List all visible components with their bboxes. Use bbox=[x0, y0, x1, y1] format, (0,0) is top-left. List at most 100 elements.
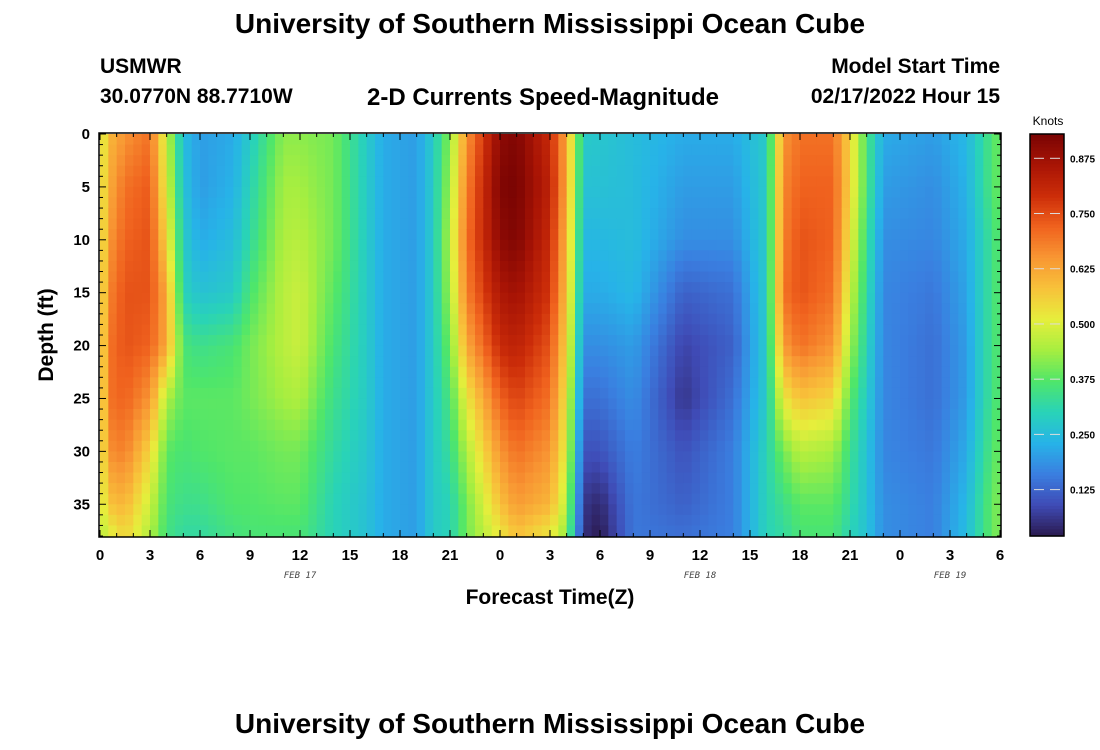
heatmap-cell bbox=[858, 218, 868, 230]
heatmap-cell bbox=[608, 208, 618, 220]
heatmap-cell bbox=[600, 472, 609, 484]
heatmap-cell bbox=[416, 398, 426, 410]
heatmap-cell bbox=[150, 419, 159, 431]
heatmap-cell bbox=[625, 430, 634, 442]
colorbar-band bbox=[1030, 304, 1064, 309]
heatmap-cell bbox=[841, 345, 851, 357]
heatmap-cell bbox=[325, 271, 334, 283]
heatmap-cell bbox=[350, 208, 359, 220]
heatmap-cell bbox=[475, 461, 484, 474]
heatmap-cell bbox=[150, 398, 159, 410]
heatmap-cell bbox=[125, 472, 134, 484]
heatmap-cell bbox=[225, 483, 234, 495]
heatmap-cell bbox=[191, 419, 201, 431]
heatmap-cell bbox=[558, 451, 568, 463]
heatmap-cell bbox=[508, 313, 518, 326]
heatmap-cell bbox=[516, 440, 526, 452]
colorbar-band bbox=[1030, 244, 1064, 249]
heatmap-cell bbox=[808, 186, 818, 199]
heatmap-cell bbox=[266, 493, 276, 505]
heatmap-cell bbox=[400, 514, 409, 527]
heatmap-cell bbox=[850, 366, 859, 378]
heatmap-cell bbox=[525, 409, 534, 421]
heatmap-cell bbox=[116, 483, 126, 495]
heatmap-cell bbox=[233, 292, 243, 304]
heatmap-cell bbox=[608, 260, 618, 273]
heatmap-cell bbox=[883, 398, 893, 410]
heatmap-cell bbox=[541, 409, 551, 421]
heatmap-cell bbox=[158, 419, 168, 431]
heatmap-cell bbox=[683, 525, 693, 537]
heatmap-cell bbox=[341, 144, 351, 156]
heatmap-cell bbox=[841, 409, 851, 421]
heatmap-cell bbox=[841, 483, 851, 495]
heatmap-cell bbox=[650, 165, 659, 177]
heatmap-cell bbox=[416, 366, 426, 378]
heatmap-cell bbox=[616, 186, 626, 199]
heatmap-cell bbox=[725, 419, 734, 431]
heatmap-cell bbox=[583, 197, 593, 209]
heatmap-cell bbox=[841, 134, 851, 146]
heatmap-cell bbox=[958, 271, 968, 283]
heatmap-cell bbox=[916, 260, 926, 273]
heatmap-cell bbox=[308, 165, 318, 177]
heatmap-cell bbox=[325, 430, 334, 442]
heatmap-cell bbox=[558, 335, 568, 347]
heatmap-cell bbox=[758, 218, 768, 230]
heatmap-cell bbox=[358, 451, 368, 463]
heatmap-cell bbox=[216, 197, 226, 209]
heatmap-cell bbox=[958, 229, 968, 241]
heatmap-cell bbox=[416, 229, 426, 241]
heatmap-cell bbox=[783, 144, 793, 156]
heatmap-cell bbox=[816, 229, 826, 241]
heatmap-cell bbox=[725, 282, 734, 294]
heatmap-cell bbox=[975, 504, 984, 516]
heatmap-cell bbox=[508, 472, 518, 484]
heatmap-cell bbox=[175, 239, 184, 251]
heatmap-cell bbox=[191, 186, 201, 199]
heatmap-cell bbox=[450, 335, 459, 347]
heatmap-cell bbox=[166, 387, 176, 400]
heatmap-cell bbox=[150, 451, 159, 463]
heatmap-cell bbox=[208, 440, 218, 452]
heatmap-cell bbox=[425, 483, 434, 495]
heatmap-cell bbox=[241, 229, 251, 241]
heatmap-cell bbox=[158, 271, 168, 283]
heatmap-cell bbox=[225, 176, 234, 188]
heatmap-cell bbox=[133, 165, 143, 177]
heatmap-cell bbox=[783, 303, 793, 315]
heatmap-cell bbox=[833, 430, 843, 442]
heatmap-cell bbox=[350, 514, 359, 527]
heatmap-cell bbox=[458, 292, 468, 304]
heatmap-cell bbox=[300, 525, 309, 537]
x-tick-label: 9 bbox=[646, 547, 654, 564]
colorbar-band bbox=[1030, 221, 1064, 226]
heatmap-cell bbox=[583, 409, 593, 421]
heatmap-cell bbox=[241, 313, 251, 326]
heatmap-cell bbox=[208, 398, 218, 410]
heatmap-cell bbox=[308, 292, 318, 304]
heatmap-cell bbox=[108, 440, 118, 452]
heatmap-cell bbox=[491, 409, 501, 421]
colorbar-band bbox=[1030, 324, 1064, 329]
heatmap-cell bbox=[933, 451, 943, 463]
heatmap-cell bbox=[558, 440, 568, 452]
heatmap-cell bbox=[108, 451, 118, 463]
heatmap-cell bbox=[466, 398, 476, 410]
heatmap-cell bbox=[825, 324, 834, 336]
heatmap-cell bbox=[866, 134, 876, 146]
heatmap-cell bbox=[458, 451, 468, 463]
heatmap-cell bbox=[708, 345, 718, 357]
heatmap-cell bbox=[450, 313, 459, 326]
heatmap-cell bbox=[891, 155, 901, 167]
heatmap-cell bbox=[525, 250, 534, 262]
heatmap-cell bbox=[225, 461, 234, 474]
heatmap-cell bbox=[416, 271, 426, 283]
heatmap-cell bbox=[608, 176, 618, 188]
heatmap-cell bbox=[658, 335, 668, 347]
heatmap-cell bbox=[591, 430, 601, 442]
heatmap-cell bbox=[158, 197, 168, 209]
heatmap-cell bbox=[266, 155, 276, 167]
heatmap-cell bbox=[241, 176, 251, 188]
heatmap-cell bbox=[191, 504, 201, 516]
